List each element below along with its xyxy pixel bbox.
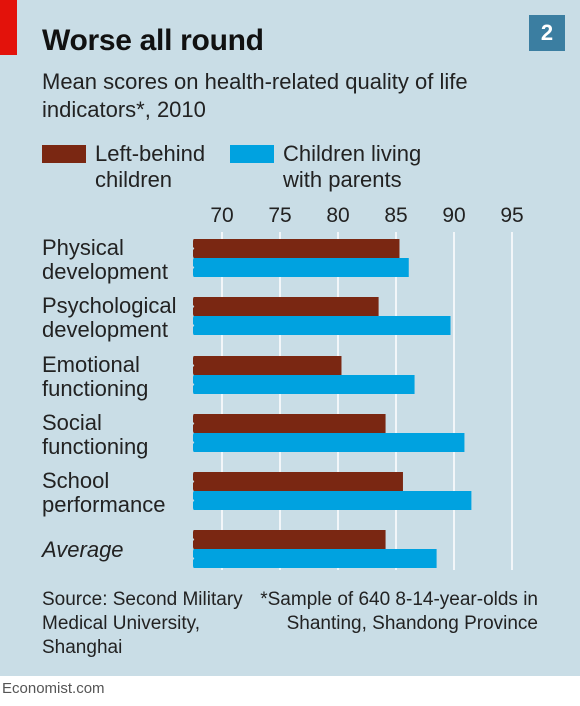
axis-break-mark bbox=[187, 374, 195, 395]
category-label: Physical development bbox=[42, 235, 168, 284]
chart-subtitle: Mean scores on health-related quality of… bbox=[42, 69, 468, 122]
bar-with-parents bbox=[193, 375, 415, 394]
x-tick-label: 75 bbox=[268, 204, 291, 227]
bar-with-parents bbox=[193, 549, 437, 568]
axis-break-mark bbox=[187, 548, 195, 569]
x-tick-label: 95 bbox=[500, 204, 523, 227]
credit: Economist.com bbox=[2, 680, 105, 697]
x-tick-label: 90 bbox=[442, 204, 465, 227]
x-tick-label: 85 bbox=[384, 204, 407, 227]
category-label: Emotional functioning bbox=[42, 352, 148, 401]
axis-break-mark bbox=[187, 238, 195, 259]
bar-with-parents bbox=[193, 316, 451, 335]
bar-chart: 70 75 80 85 90 95 Physical development Psycholog… bbox=[40, 204, 524, 570]
chart-number-badge: 2 bbox=[529, 15, 565, 51]
axis-break-mark bbox=[187, 296, 195, 317]
axis-break-mark bbox=[187, 315, 195, 336]
axis-break-mark bbox=[187, 471, 195, 492]
category-label: Social functioning bbox=[42, 410, 148, 459]
legend-swatch-left-behind bbox=[42, 145, 86, 163]
bar-with-parents bbox=[193, 433, 465, 452]
source-note: Source: Second Military Medical Universi… bbox=[42, 589, 243, 658]
bar-left-behind bbox=[193, 297, 379, 316]
bar-left-behind bbox=[193, 356, 342, 375]
bar-with-parents bbox=[193, 491, 472, 510]
x-tick-label: 80 bbox=[326, 204, 349, 227]
axis-break-mark bbox=[187, 355, 195, 376]
chart-title: Worse all round bbox=[42, 24, 264, 57]
bar-left-behind bbox=[193, 530, 386, 549]
brand-tab bbox=[0, 0, 17, 55]
axis-break-mark bbox=[187, 432, 195, 453]
legend-label-left-behind: Left-behind children bbox=[95, 141, 206, 192]
axis-break-mark bbox=[187, 413, 195, 434]
bar-left-behind bbox=[193, 472, 403, 491]
bar-with-parents bbox=[193, 258, 409, 277]
axis-break-mark bbox=[187, 529, 195, 550]
category-label: Psychological development bbox=[42, 293, 177, 342]
legend-swatch-with-parents bbox=[230, 145, 274, 163]
bar-left-behind bbox=[193, 414, 386, 433]
axis-break-mark bbox=[187, 257, 195, 278]
footnote: *Sample of 640 8-14-year-olds in Shantin… bbox=[260, 589, 538, 634]
legend-label-with-parents: Children living with parents bbox=[283, 141, 422, 192]
category-label: Average bbox=[40, 537, 124, 562]
category-label: School performance bbox=[42, 468, 166, 517]
bar-left-behind bbox=[193, 239, 400, 258]
axis-break-mark bbox=[187, 490, 195, 511]
x-tick-label: 70 bbox=[210, 204, 233, 227]
